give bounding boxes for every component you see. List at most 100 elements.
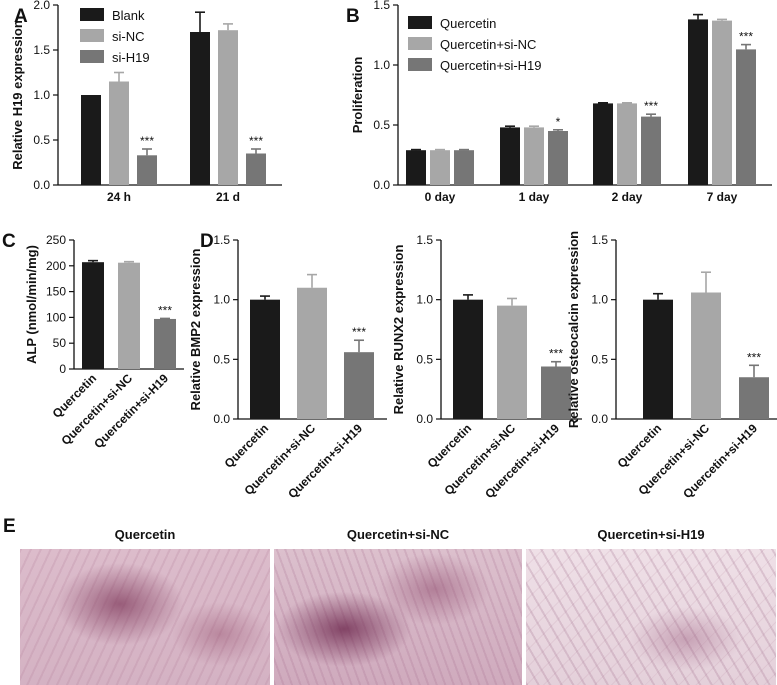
panel-5-bar-2 (497, 305, 527, 419)
panel-1-bar-s2-c1 (109, 81, 129, 185)
panel-3-letter: C (2, 231, 16, 252)
panel-2-xtick-label: 2 day (612, 190, 643, 204)
panel-4-bar-2 (297, 287, 327, 419)
panel-3-y-label: ALP (nmol/min/mg) (24, 245, 39, 364)
panel-2-bar-s3-c1 (454, 150, 474, 185)
panel-1-bar-s1-c2 (190, 32, 210, 185)
panel-3-ytick-label: 50 (53, 336, 67, 350)
panel-e-letter: E (3, 516, 16, 537)
panel-4-ytick-label: 0.5 (213, 352, 230, 366)
panel-2-significance: *** (739, 30, 753, 44)
panel-2-legend-label-3: Quercetin+si-H19 (440, 58, 542, 73)
panel-6-xtick-label: Quercetin (615, 421, 665, 471)
micrograph-quercetin (20, 549, 270, 685)
panel-1-legend-swatch-1 (80, 8, 104, 21)
panel-6-ytick-label: 0.0 (591, 412, 608, 426)
panel-2-legend-swatch-3 (408, 58, 432, 71)
panel-1-legend-label-2: si-NC (112, 29, 145, 44)
panel-3-bar-1 (82, 262, 104, 369)
panel-3-significance: *** (158, 303, 172, 317)
panel-2-ytick-label: 0.0 (373, 178, 390, 192)
panel-3-ytick-label: 0 (59, 362, 66, 376)
panel-2-legend-label-2: Quercetin+si-NC (440, 37, 536, 52)
panel-5-ytick-label: 1.0 (416, 293, 433, 307)
panel-2-legend-swatch-1 (408, 16, 432, 29)
panel-2-legend-label-1: Quercetin (440, 16, 496, 31)
panel-5-ytick-label: 1.5 (416, 233, 433, 247)
panel-1-y-label: Relative H19 expression (10, 20, 25, 170)
panel-1-legend-swatch-2 (80, 29, 104, 42)
panel-4-ytick-label: 1.0 (213, 293, 230, 307)
panel-1-bar-s1-c1 (81, 95, 101, 185)
panel-5-ytick-label: 0.5 (416, 352, 433, 366)
panel-6-ytick-label: 1.0 (591, 293, 608, 307)
panel-1-xtick-label: 21 d (216, 190, 240, 204)
panel-2-bar-s3-c4 (736, 49, 756, 186)
panel-1-ytick-label: 1.0 (33, 88, 50, 102)
panel-1-significance: *** (140, 134, 154, 148)
panel-4-xtick-label: Quercetin (222, 421, 272, 471)
panel-1-bar-s3-c1 (137, 155, 157, 185)
panel-6-significance: *** (747, 350, 761, 364)
panel-5-y-label: Relative RUNX2 expression (391, 245, 406, 415)
panel-1-legend-label-3: si-H19 (112, 50, 150, 65)
panel-1-ytick-label: 0.5 (33, 133, 50, 147)
panel-4-y-label: Relative BMP2 expression (188, 249, 203, 411)
panel-2-bar-s1-c3 (593, 103, 613, 185)
panel-5-ytick-label: 0.0 (416, 412, 433, 426)
panel-2-ytick-label: 0.5 (373, 118, 390, 132)
panel-2-ytick-label: 1.0 (373, 58, 390, 72)
panel-6-bar-1 (643, 299, 673, 419)
panel-5-xtick-label: Quercetin+si-H19 (482, 421, 562, 501)
panel-2-bar-s2-c3 (617, 103, 637, 185)
panel-6-bar-3 (739, 377, 769, 419)
panel-4-ytick-label: 1.5 (213, 233, 230, 247)
panel-1-ytick-label: 2.0 (33, 0, 50, 12)
panel-2-xtick-label: 7 day (707, 190, 738, 204)
panel-2-xtick-label: 1 day (519, 190, 550, 204)
panel-2-legend-swatch-2 (408, 37, 432, 50)
panel-5-bar-1 (453, 299, 483, 419)
panel-1-letter: A (14, 6, 28, 27)
panel-3-ytick-label: 100 (46, 310, 66, 324)
panel-2-bar-s1-c4 (688, 19, 708, 186)
panel-2-y-label: Proliferation (350, 57, 365, 134)
panel-2-bar-s3-c3 (641, 116, 661, 185)
panel-5-bar-3 (541, 366, 571, 419)
panel-2-ytick-label: 1.5 (373, 0, 390, 12)
panel-3-bar-2 (118, 262, 140, 369)
panel-3-bar-3 (154, 318, 176, 369)
panel-2-xtick-label: 0 day (425, 190, 456, 204)
panel-1-significance: *** (249, 134, 263, 148)
panel-1-bar-s2-c2 (218, 30, 238, 186)
panel-6-ytick-label: 1.5 (591, 233, 608, 247)
micrograph-title-3: Quercetin+si-H19 (597, 527, 705, 542)
panel-6-ytick-label: 0.5 (591, 352, 608, 366)
panel-2-bar-s2-c4 (712, 20, 732, 185)
panel-4-ytick-label: 0.0 (213, 412, 230, 426)
micrograph-quercetin-si-h19 (526, 549, 776, 685)
panel-2-bar-s2-c2 (524, 127, 544, 185)
panel-2-significance: * (556, 115, 561, 129)
panel-1-legend-label-1: Blank (112, 8, 145, 23)
panel-5-significance: *** (549, 347, 563, 361)
panel-4-letter: D (200, 231, 214, 252)
panel-4-significance: *** (352, 325, 366, 339)
panel-2-bar-s3-c2 (548, 131, 568, 185)
panel-3-ytick-label: 150 (46, 285, 66, 299)
panel-6-y-label: Relative osteocalcin expression (566, 231, 581, 428)
panel-2-significance: *** (644, 99, 658, 113)
panel-2-bar-s1-c1 (406, 150, 426, 185)
panel-2-bar-s1-c2 (500, 127, 520, 185)
panel-6-bar-2 (691, 292, 721, 419)
panel-1-ytick-label: 1.5 (33, 43, 50, 57)
panel-1-legend-swatch-3 (80, 50, 104, 63)
micrograph-quercetin-si-nc (274, 549, 522, 685)
panel-1-ytick-label: 0.0 (33, 178, 50, 192)
panel-4-bar-3 (344, 352, 374, 419)
panel-1-bar-s3-c2 (246, 153, 266, 185)
micrograph-title-2: Quercetin+si-NC (346, 527, 450, 542)
panel-3-ytick-label: 200 (46, 259, 66, 273)
panel-1-xtick-label: 24 h (107, 190, 131, 204)
